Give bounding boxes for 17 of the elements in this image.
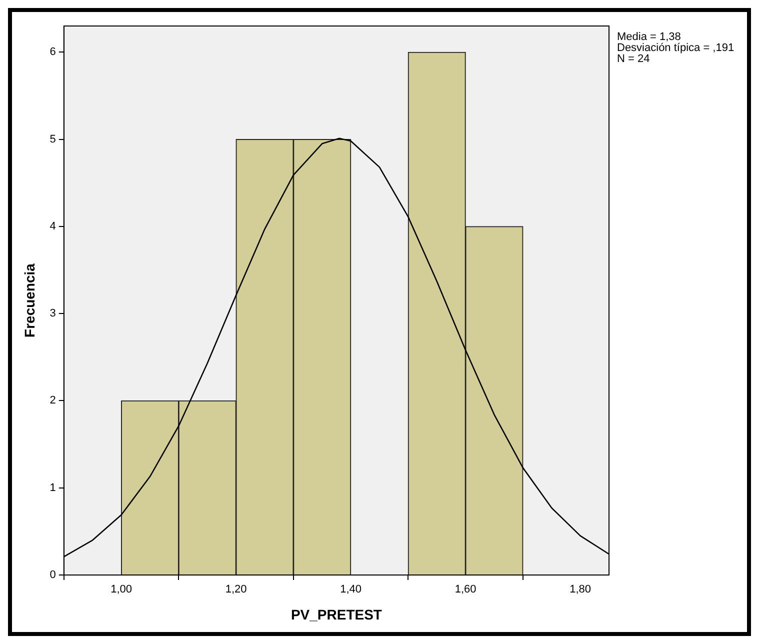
y-tick-label: 2: [50, 394, 56, 407]
x-tick-label: 1,60: [454, 584, 476, 596]
y-axis-title: Frecuencia: [21, 263, 38, 338]
x-tick-label: 1,20: [225, 584, 247, 596]
x-tick-label: 1,40: [340, 584, 362, 596]
text: Media = 1,38: [617, 31, 681, 43]
y-tick-label: 3: [50, 308, 56, 320]
y-tick-label: 1: [50, 482, 56, 494]
x-tick-label: 1,80: [570, 584, 592, 596]
y-tick-label: 0: [50, 569, 56, 582]
text: Desviación típica = ,191: [617, 42, 734, 54]
y-tick-label: 4: [50, 220, 56, 232]
x-axis-title: PV_PRETEST: [290, 606, 382, 622]
y-tick-label: 6: [50, 46, 56, 58]
x-tick-label: 1,00: [110, 584, 132, 596]
text: N = 24: [617, 53, 651, 65]
y-tick-label: 5: [50, 133, 56, 146]
